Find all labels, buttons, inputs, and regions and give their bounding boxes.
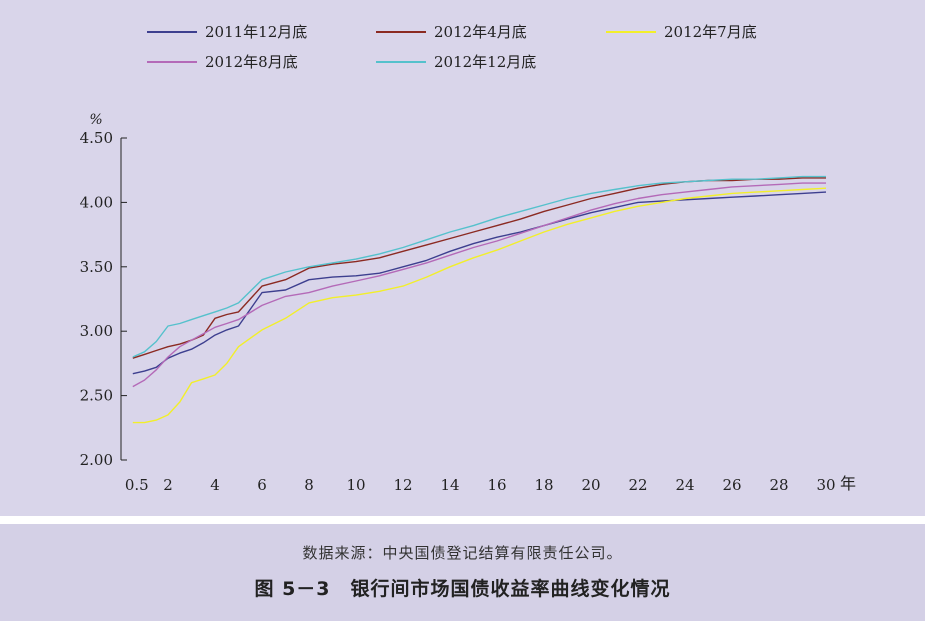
series-line-2: [132, 187, 827, 424]
x-tick-label: 10: [346, 476, 365, 494]
x-tick-label: 2: [163, 476, 173, 494]
x-tick-label: 26: [722, 476, 741, 494]
x-tick-label: 6: [257, 476, 267, 494]
plot-lines: [132, 175, 827, 424]
x-tick-label: 14: [440, 476, 459, 494]
series-line-4: [132, 175, 826, 358]
y-tick-label: 2.00: [80, 451, 113, 469]
y-tick-label: 4.50: [80, 129, 113, 147]
x-tick-label: 30: [816, 476, 835, 494]
y-tick-label: 2.50: [80, 387, 113, 405]
chart-panel: 2011年12月底 2012年4月底 2012年7月底 2012年8月底 2012年12…: [79, 23, 857, 494]
x-tick-label: 18: [534, 476, 553, 494]
series-line-1: [132, 177, 826, 359]
series-line-0: [132, 191, 827, 375]
x-tick-label: 12: [393, 476, 412, 494]
y-tick-label: 4.00: [80, 193, 113, 211]
legend-label-4: 2012年12月底: [434, 53, 536, 71]
legend: 2011年12月底 2012年4月底 2012年7月底 2012年8月底 2012年12…: [147, 23, 757, 71]
legend-label-3: 2012年8月底: [205, 53, 298, 71]
x-tick-label: 24: [675, 476, 694, 494]
divider: [0, 516, 925, 524]
figure-caption: 图 5－3 银行间市场国债收益率曲线变化情况: [254, 578, 671, 600]
source-note: 数据来源：中央国债登记结算有限责任公司。: [302, 544, 623, 562]
y-tick-label: 3.00: [80, 322, 113, 340]
x-tick-label: 16: [487, 476, 506, 494]
x-axis-unit-label: 年: [840, 474, 856, 493]
series-line-3: [132, 182, 826, 388]
x-tick-label: 8: [304, 476, 314, 494]
legend-label-2: 2012年7月底: [664, 23, 757, 41]
yield-curve-chart: 2011年12月底 2012年4月底 2012年7月底 2012年8月底 2012年12…: [80, 23, 856, 494]
legend-label-0: 2011年12月底: [205, 23, 307, 41]
x-tick-label: 20: [581, 476, 600, 494]
y-axis-unit-label: %: [89, 112, 102, 128]
x-tick-label: 0.5: [125, 476, 149, 494]
y-tick-label: 3.50: [80, 258, 113, 276]
caption-panel: 数据来源：中央国债登记结算有限责任公司。 图 5－3 银行间市场国债收益率曲线变…: [0, 524, 925, 621]
legend-label-1: 2012年4月底: [434, 23, 527, 41]
x-tick-label: 4: [210, 476, 220, 494]
chart-axes: 2.002.503.003.504.004.50%0.5 2 4 6 8 10 12 14 16…: [80, 112, 856, 494]
x-tick-label: 22: [628, 476, 647, 494]
x-tick-label: 28: [769, 476, 788, 494]
